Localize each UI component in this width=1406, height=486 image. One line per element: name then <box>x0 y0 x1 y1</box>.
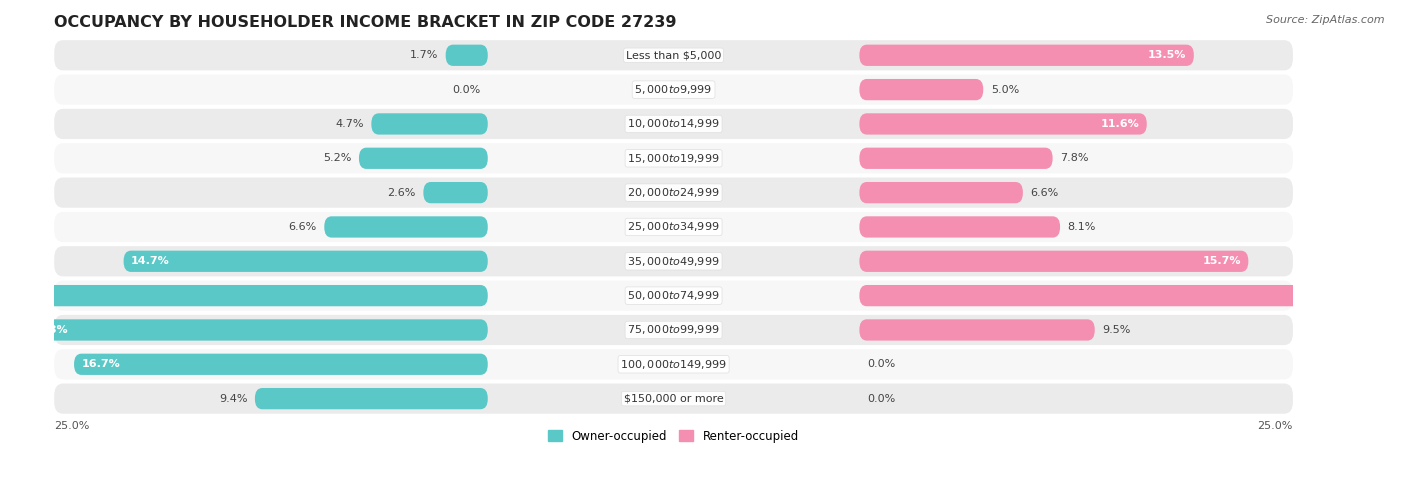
Text: $20,000 to $24,999: $20,000 to $24,999 <box>627 186 720 199</box>
Text: $15,000 to $19,999: $15,000 to $19,999 <box>627 152 720 165</box>
FancyBboxPatch shape <box>22 319 488 341</box>
FancyBboxPatch shape <box>859 285 1406 306</box>
Text: 5.2%: 5.2% <box>323 153 352 163</box>
Text: 7.8%: 7.8% <box>1060 153 1088 163</box>
FancyBboxPatch shape <box>55 177 1294 208</box>
Legend: Owner-occupied, Renter-occupied: Owner-occupied, Renter-occupied <box>544 425 804 448</box>
Text: 13.5%: 13.5% <box>1149 50 1187 60</box>
FancyBboxPatch shape <box>55 212 1294 242</box>
FancyBboxPatch shape <box>859 45 1194 66</box>
Text: 19.6%: 19.6% <box>10 291 49 301</box>
FancyBboxPatch shape <box>55 143 1294 174</box>
FancyBboxPatch shape <box>55 74 1294 104</box>
Text: 4.7%: 4.7% <box>336 119 364 129</box>
FancyBboxPatch shape <box>254 388 488 409</box>
Text: 0.0%: 0.0% <box>453 85 481 95</box>
FancyBboxPatch shape <box>325 216 488 238</box>
Text: 6.6%: 6.6% <box>1031 188 1059 198</box>
Text: $50,000 to $74,999: $50,000 to $74,999 <box>627 289 720 302</box>
Text: Less than $5,000: Less than $5,000 <box>626 50 721 60</box>
Text: 0.0%: 0.0% <box>868 394 896 404</box>
FancyBboxPatch shape <box>859 182 1024 203</box>
FancyBboxPatch shape <box>55 315 1294 345</box>
FancyBboxPatch shape <box>371 113 488 135</box>
Text: $25,000 to $34,999: $25,000 to $34,999 <box>627 221 720 233</box>
Text: 16.7%: 16.7% <box>82 359 121 369</box>
Text: 2.6%: 2.6% <box>388 188 416 198</box>
Text: 15.7%: 15.7% <box>1202 256 1241 266</box>
Text: 25.0%: 25.0% <box>1257 421 1294 431</box>
Text: $5,000 to $9,999: $5,000 to $9,999 <box>634 83 713 96</box>
Text: 0.0%: 0.0% <box>868 359 896 369</box>
FancyBboxPatch shape <box>359 148 488 169</box>
Text: 6.6%: 6.6% <box>288 222 316 232</box>
FancyBboxPatch shape <box>55 280 1294 311</box>
FancyBboxPatch shape <box>859 113 1147 135</box>
Text: 22.3%: 22.3% <box>1365 291 1405 301</box>
Text: $75,000 to $99,999: $75,000 to $99,999 <box>627 324 720 336</box>
Text: 5.0%: 5.0% <box>991 85 1019 95</box>
FancyBboxPatch shape <box>55 109 1294 139</box>
Text: $150,000 or more: $150,000 or more <box>624 394 724 404</box>
FancyBboxPatch shape <box>859 216 1060 238</box>
FancyBboxPatch shape <box>859 319 1095 341</box>
Text: 9.4%: 9.4% <box>219 394 247 404</box>
FancyBboxPatch shape <box>446 45 488 66</box>
Text: 14.7%: 14.7% <box>131 256 170 266</box>
FancyBboxPatch shape <box>859 251 1249 272</box>
Text: $10,000 to $14,999: $10,000 to $14,999 <box>627 118 720 130</box>
Text: 25.0%: 25.0% <box>55 421 90 431</box>
FancyBboxPatch shape <box>859 79 983 100</box>
FancyBboxPatch shape <box>75 354 488 375</box>
Text: 11.6%: 11.6% <box>1101 119 1139 129</box>
Text: $35,000 to $49,999: $35,000 to $49,999 <box>627 255 720 268</box>
Text: $100,000 to $149,999: $100,000 to $149,999 <box>620 358 727 371</box>
FancyBboxPatch shape <box>55 246 1294 277</box>
FancyBboxPatch shape <box>124 251 488 272</box>
FancyBboxPatch shape <box>3 285 488 306</box>
FancyBboxPatch shape <box>55 349 1294 380</box>
FancyBboxPatch shape <box>55 40 1294 70</box>
FancyBboxPatch shape <box>859 148 1053 169</box>
Text: 8.1%: 8.1% <box>1067 222 1095 232</box>
Text: 1.7%: 1.7% <box>411 50 439 60</box>
Text: 18.8%: 18.8% <box>30 325 67 335</box>
Text: Source: ZipAtlas.com: Source: ZipAtlas.com <box>1267 15 1385 25</box>
FancyBboxPatch shape <box>423 182 488 203</box>
Text: OCCUPANCY BY HOUSEHOLDER INCOME BRACKET IN ZIP CODE 27239: OCCUPANCY BY HOUSEHOLDER INCOME BRACKET … <box>55 15 676 30</box>
Text: 9.5%: 9.5% <box>1102 325 1130 335</box>
FancyBboxPatch shape <box>55 383 1294 414</box>
